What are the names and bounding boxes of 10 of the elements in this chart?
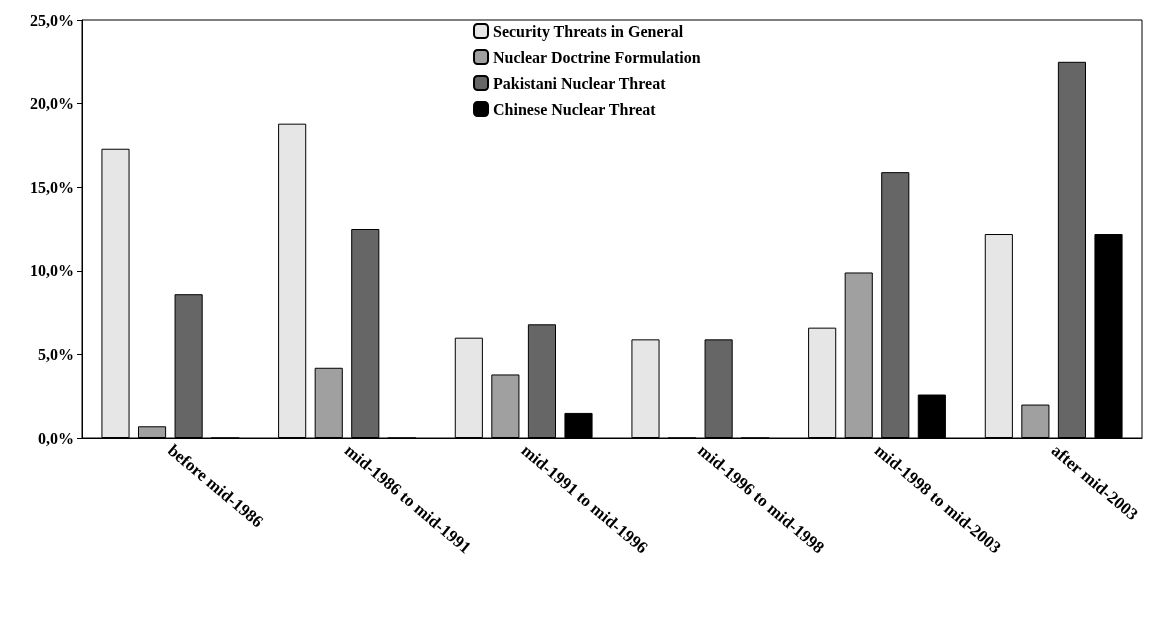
y-tick-label: 0,0%: [38, 429, 74, 447]
legend-label: Chinese Nuclear Threat: [493, 100, 657, 118]
y-tick-label: 5,0%: [38, 345, 74, 363]
y-tick-label: 10,0%: [30, 262, 74, 280]
legend-label: Pakistani Nuclear Threat: [493, 74, 667, 92]
legend-label: Security Threats in General: [493, 22, 684, 41]
legend-label: Nuclear Doctrine Formulation: [493, 48, 701, 66]
y-tick-label: 15,0%: [30, 178, 74, 196]
y-tick-label: 20,0%: [30, 95, 74, 113]
y-tick-label: 25,0%: [30, 11, 74, 29]
